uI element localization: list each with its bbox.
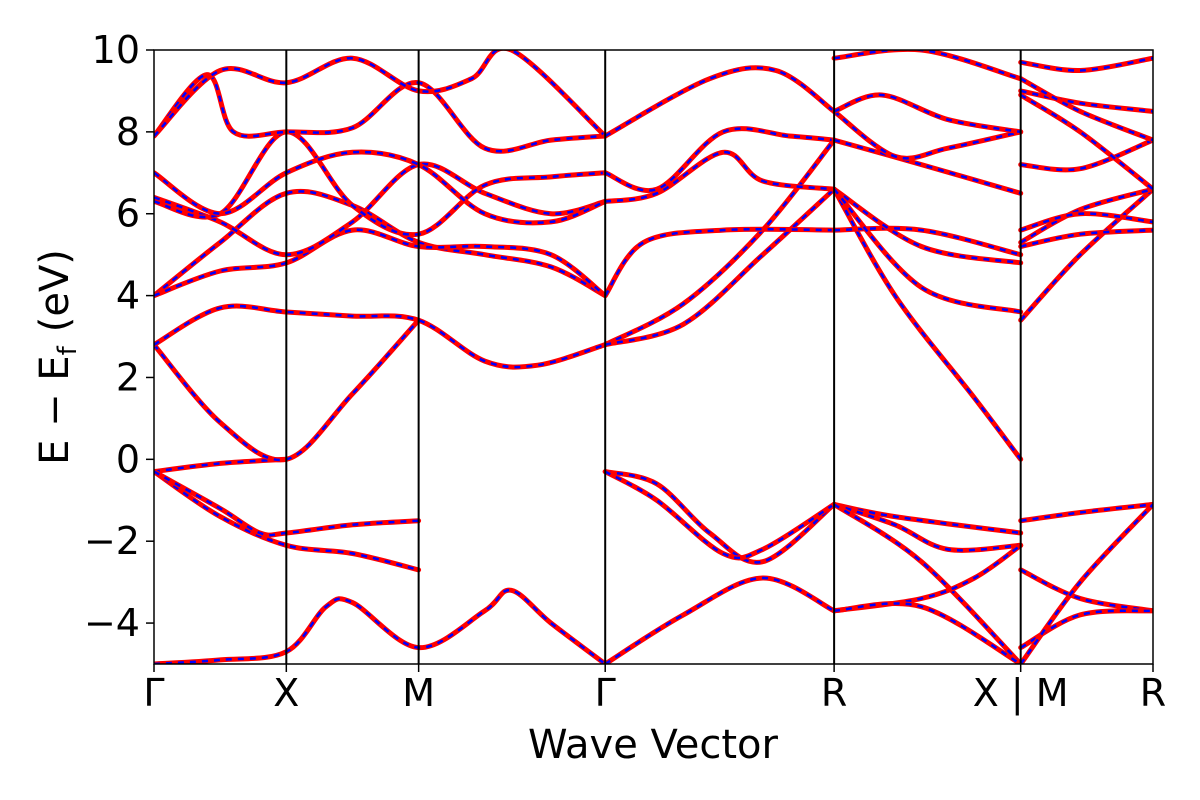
band-line-38 xyxy=(1018,501,1153,664)
band-line-dashed-12 xyxy=(154,50,607,137)
x-tick-label-6: R xyxy=(1140,671,1166,715)
band-line-dashed-9 xyxy=(154,130,606,236)
band-line-dashed-47 xyxy=(1020,77,1153,142)
y-axis-label-main: E − E xyxy=(32,355,78,465)
band-line-37 xyxy=(1018,608,1153,651)
band-line-dashed-31 xyxy=(833,138,1022,195)
band-line-dashed-41 xyxy=(1020,187,1153,244)
band-line-dashed-18 xyxy=(604,227,835,297)
band-line-dashed-38 xyxy=(1019,503,1153,664)
band-line-dashed-33 xyxy=(833,93,1021,134)
y-tick-label-3: 2 xyxy=(116,355,140,399)
band-line-19 xyxy=(602,149,837,204)
y-tick-label-1: −2 xyxy=(84,519,140,563)
x-axis-ticks: Γ X M Γ R X | M R xyxy=(143,664,1166,716)
band-line-dashed-2 xyxy=(154,470,419,537)
y-axis-label-unit: (eV) xyxy=(32,249,78,332)
band-line-dashed-0 xyxy=(154,458,287,473)
band-line-dashed-13 xyxy=(604,470,835,564)
x-tick-label-2: M xyxy=(402,671,435,715)
band-line-46 xyxy=(1018,55,1153,74)
band-line-dashed-1 xyxy=(154,470,419,572)
high-symmetry-lines xyxy=(285,50,1022,664)
band-line-dashed-25 xyxy=(833,544,1022,613)
band-line-dashed-6 xyxy=(154,190,606,297)
x-tick-label-1: X xyxy=(273,671,299,715)
band-line-dashed-19 xyxy=(604,151,835,203)
band-line-dashed-27 xyxy=(833,188,1022,461)
band-line-18 xyxy=(602,226,837,299)
band-lines xyxy=(154,50,1153,664)
y-tick-label-6: 8 xyxy=(116,110,140,154)
band-line-dashed-15 xyxy=(604,576,835,664)
x-tick-label-4: R xyxy=(821,671,847,715)
y-axis-label: E − Ef (eV) xyxy=(32,249,83,465)
y-tick-label-5: 6 xyxy=(116,192,140,236)
y-tick-label-0: −4 xyxy=(84,601,140,645)
y-tick-label-2: 0 xyxy=(116,437,140,481)
x-tick-label-5: X | M xyxy=(973,671,1069,716)
x-tick-label-3: Γ xyxy=(595,671,616,715)
band-line-dashed-24 xyxy=(833,503,1022,664)
band-line-43 xyxy=(1018,137,1153,173)
band-line-21 xyxy=(602,65,837,139)
band-line-11 xyxy=(154,72,608,154)
y-axis-label-sub: f xyxy=(53,345,83,355)
band-line-dashed-11 xyxy=(154,73,606,153)
band-line-6 xyxy=(154,188,608,299)
band-line-dashed-32 xyxy=(833,110,1021,160)
band-line-17 xyxy=(602,186,837,348)
band-line-25 xyxy=(831,542,1024,614)
band-line-33 xyxy=(831,92,1024,135)
x-tick-label-0: Γ xyxy=(143,671,164,715)
band-line-dashed-42 xyxy=(1020,212,1153,232)
band-line-dashed-28 xyxy=(834,227,1021,256)
band-line-5 xyxy=(154,303,608,370)
band-line-14 xyxy=(602,469,837,561)
band-line-dashed-20 xyxy=(604,127,835,192)
band-line-dashed-10 xyxy=(154,150,606,225)
band-line-3 xyxy=(154,587,608,664)
band-line-dashed-3 xyxy=(154,588,606,664)
x-axis-label: Wave Vector xyxy=(528,722,779,768)
band-line-dashed-21 xyxy=(604,66,835,138)
band-line-dashed-8 xyxy=(154,162,606,256)
band-line-dashed-29 xyxy=(833,188,1021,265)
band-line-dashed-14 xyxy=(604,470,835,560)
band-line-dashed-17 xyxy=(604,188,835,346)
band-line-dashed-34 xyxy=(833,50,1022,80)
band-line-dashed-37 xyxy=(1020,609,1153,649)
band-line-dashed-30 xyxy=(833,188,1021,314)
band-line-dashed-7 xyxy=(154,228,606,297)
band-line-dashed-45 xyxy=(1020,89,1153,113)
band-line-dashed-26 xyxy=(834,602,1022,664)
y-tick-label-7: 10 xyxy=(92,28,140,72)
band-line-dashed-39 xyxy=(1019,188,1153,322)
band-line-dashed-40 xyxy=(1020,228,1153,248)
band-line-12 xyxy=(154,50,608,139)
band-line-dashed-44 xyxy=(1020,93,1153,191)
band-line-dashed-46 xyxy=(1020,56,1153,72)
band-line-dashed-23 xyxy=(833,503,1021,552)
y-tick-label-4: 4 xyxy=(116,274,140,318)
band-line-dashed-43 xyxy=(1020,138,1153,172)
plot-frame xyxy=(153,49,1154,665)
band-line-dashed-16 xyxy=(604,139,836,346)
band-line-dashed-35 xyxy=(1020,503,1153,522)
y-axis-ticks: −4 −2 0 2 4 6 8 10 xyxy=(84,28,154,645)
